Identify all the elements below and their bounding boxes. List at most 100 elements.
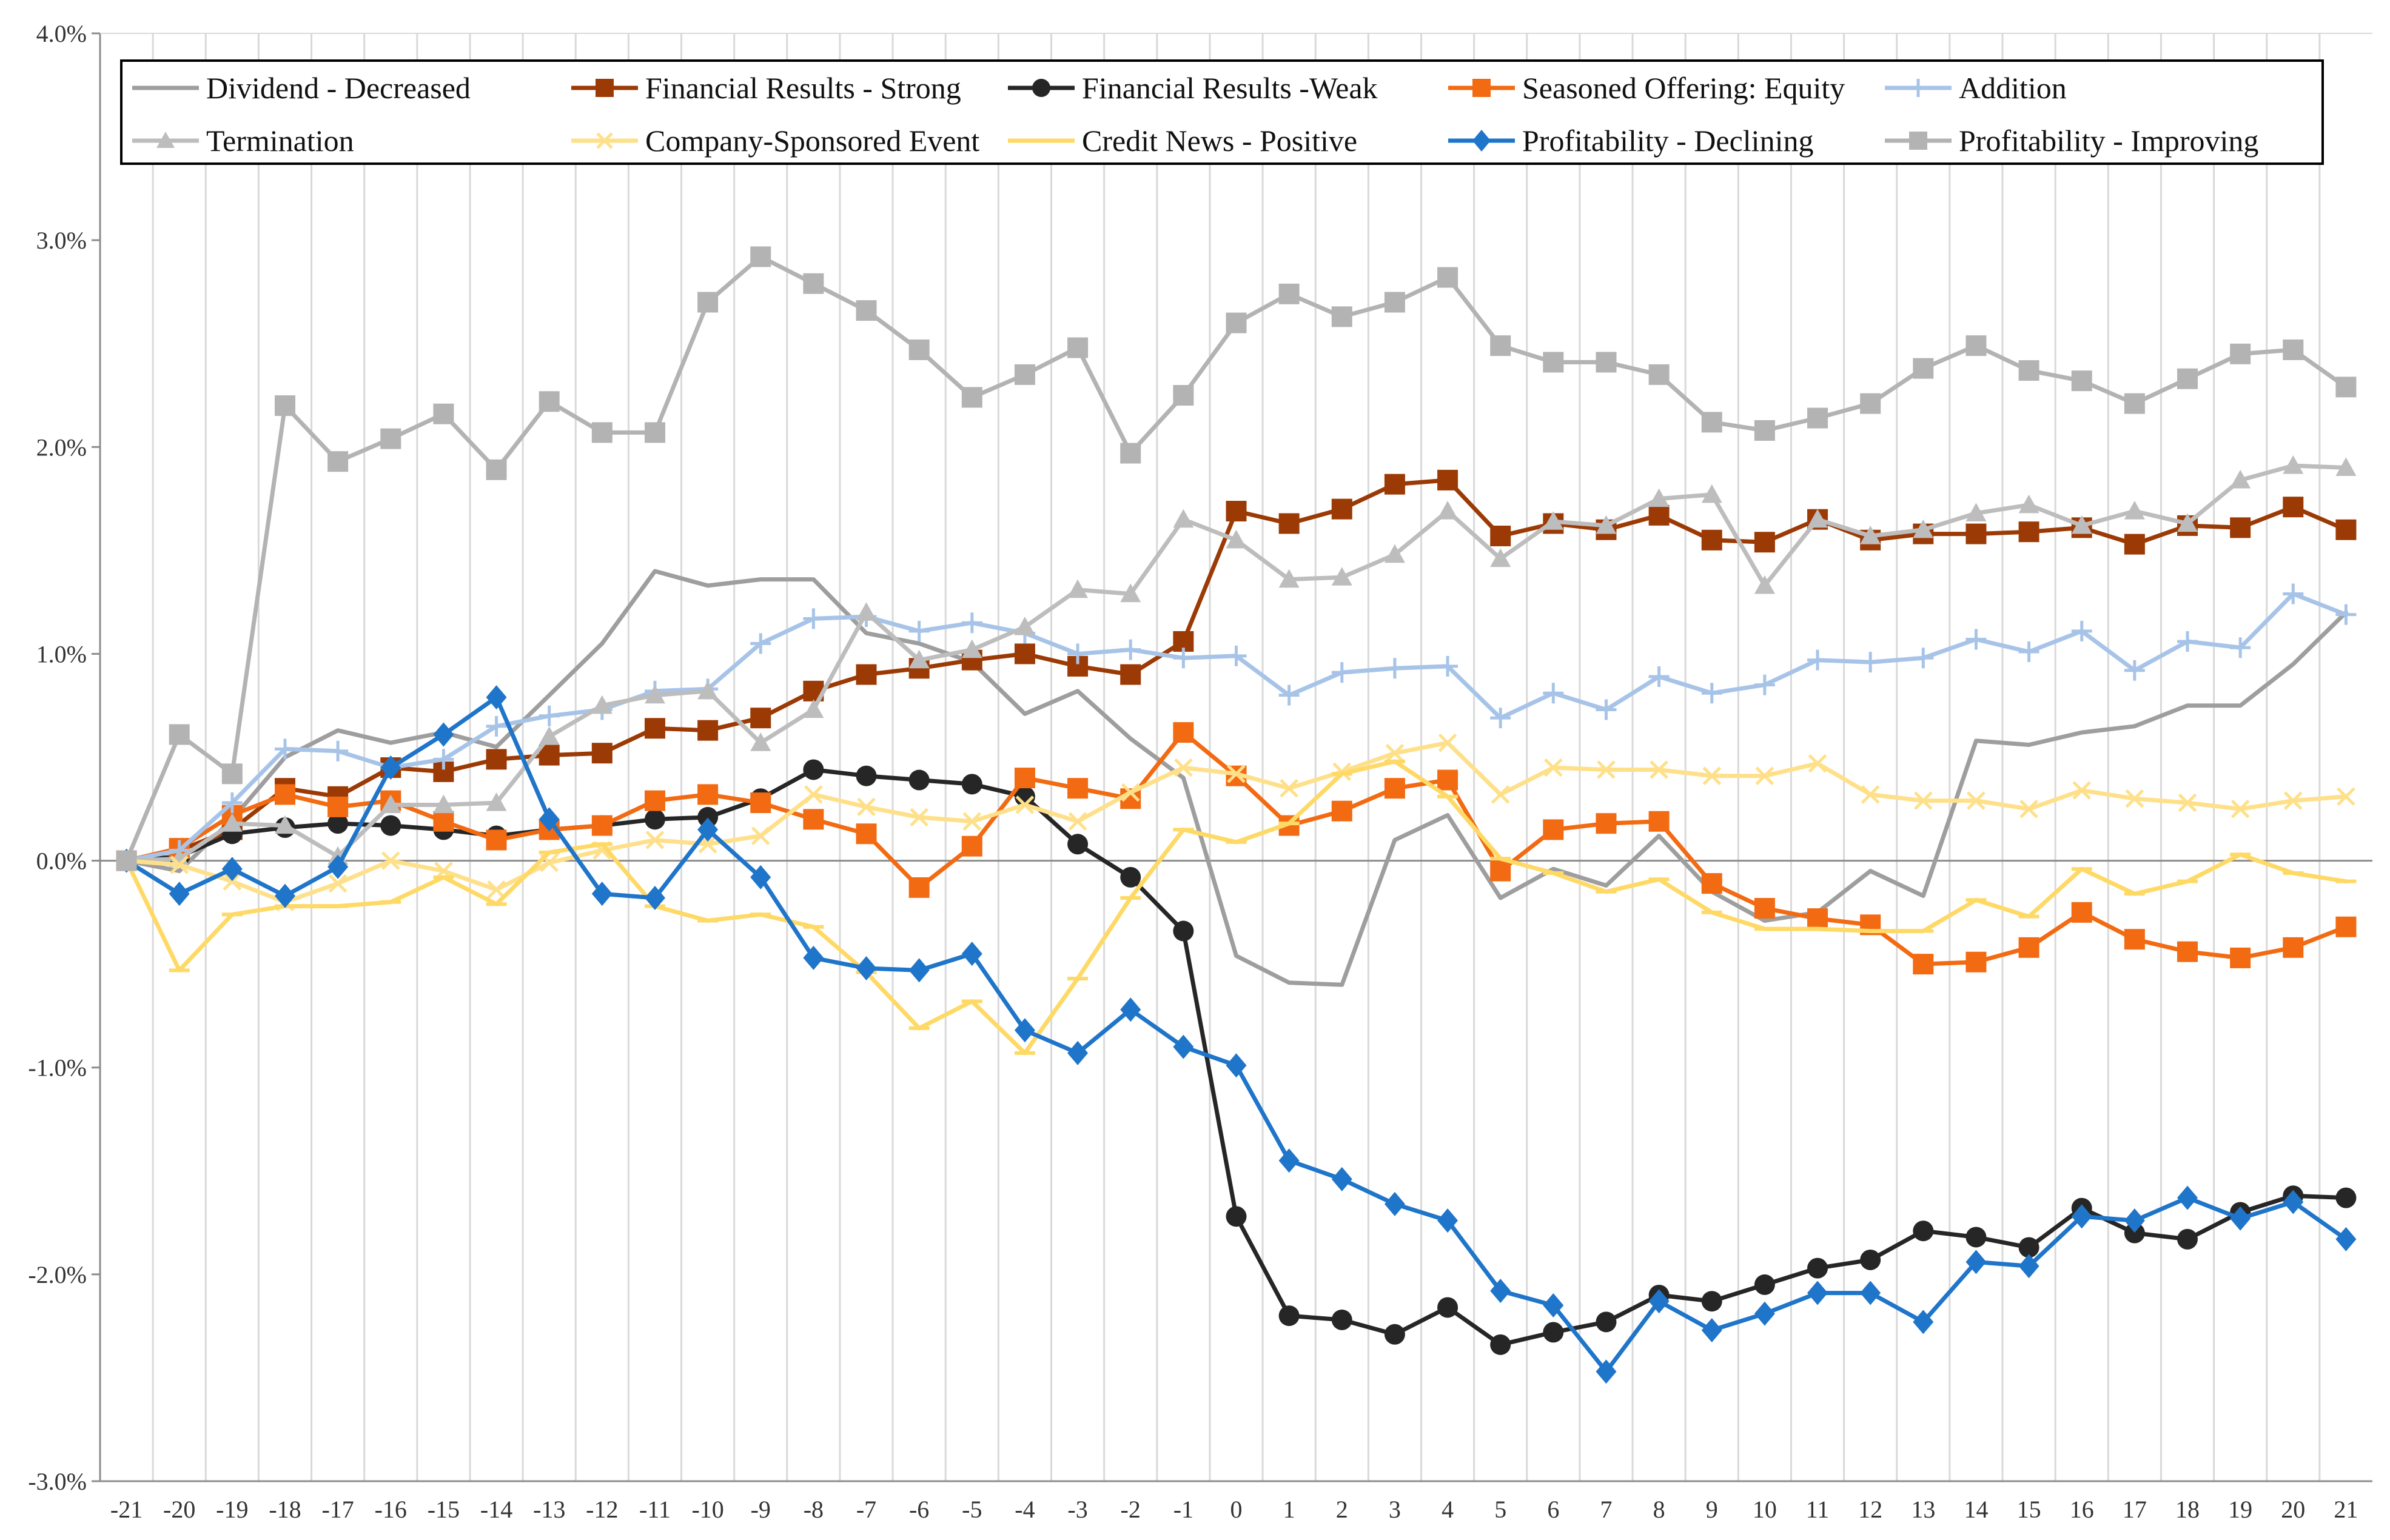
data-point xyxy=(1331,662,1352,683)
data-point xyxy=(1596,699,1617,720)
x-tick-label: 9 xyxy=(1706,1496,1718,1523)
data-point xyxy=(1437,1297,1459,1318)
data-point xyxy=(221,763,243,785)
data-point xyxy=(1490,525,1511,546)
data-point xyxy=(697,784,719,805)
data-point xyxy=(1965,503,1987,522)
data-point xyxy=(856,956,877,980)
data-point xyxy=(2335,1227,2357,1251)
legend-swatch-marker xyxy=(1909,132,1927,150)
data-point xyxy=(1278,685,1300,706)
data-point xyxy=(1014,768,1035,789)
data-point xyxy=(2072,781,2092,800)
data-point xyxy=(539,807,560,832)
data-point xyxy=(2283,1190,2304,1214)
x-tick-label: 12 xyxy=(1858,1496,1882,1523)
data-point xyxy=(2019,799,2038,819)
series-financial-results-strong xyxy=(116,469,2357,871)
data-point xyxy=(1384,544,1405,563)
y-tick-label: 1.0% xyxy=(36,640,87,668)
data-point xyxy=(1754,898,1775,919)
data-point xyxy=(2071,1204,2092,1229)
data-point xyxy=(2335,604,2357,625)
data-point xyxy=(1331,498,1352,520)
data-point xyxy=(1701,529,1722,551)
data-point xyxy=(961,942,982,966)
data-point xyxy=(750,246,771,267)
data-point xyxy=(697,292,719,313)
data-point xyxy=(1067,337,1089,358)
data-point xyxy=(1173,758,1193,777)
data-point xyxy=(1278,513,1300,534)
data-point xyxy=(328,874,347,893)
data-point xyxy=(1965,629,1987,650)
data-point xyxy=(1596,352,1617,373)
data-point xyxy=(908,877,930,898)
data-point xyxy=(169,848,190,867)
data-point xyxy=(1648,811,1670,832)
data-point xyxy=(2178,793,2197,812)
x-tick-label: -12 xyxy=(586,1496,618,1523)
data-point xyxy=(591,815,613,836)
data-point xyxy=(750,732,771,751)
series-line xyxy=(124,569,2348,987)
legend: Dividend - Decreased Financial Results - … xyxy=(120,59,2324,165)
data-point xyxy=(2125,789,2144,808)
x-tick-label: -20 xyxy=(163,1496,195,1523)
series-lines xyxy=(116,246,2357,1384)
data-point xyxy=(1173,509,1194,528)
data-point xyxy=(750,792,771,814)
legend-label: Profitability - Declining xyxy=(1522,124,1813,158)
x-tick-label: 6 xyxy=(1547,1496,1559,1523)
data-point xyxy=(1543,1293,1564,1318)
x-tick-label: 11 xyxy=(1806,1496,1830,1523)
x-tick-label: -9 xyxy=(751,1496,771,1523)
data-point xyxy=(644,422,665,443)
legend-entry: Seasoned Offering: Equity xyxy=(1448,71,1845,105)
data-point xyxy=(1384,658,1405,679)
data-point xyxy=(2337,787,2355,806)
data-point xyxy=(274,738,295,760)
data-point xyxy=(1068,812,1087,831)
data-point xyxy=(169,724,190,745)
data-point xyxy=(274,395,295,417)
data-point xyxy=(2124,501,2145,520)
data-point xyxy=(856,664,877,685)
data-point xyxy=(487,880,506,899)
data-point xyxy=(644,885,665,910)
data-point xyxy=(2124,534,2145,555)
x-tick-label: -16 xyxy=(375,1496,407,1523)
data-point xyxy=(1120,443,1141,464)
data-point xyxy=(750,865,771,889)
series-seasoned-offering-equity xyxy=(116,722,2357,975)
data-point xyxy=(1490,548,1511,567)
x-tick-label: 10 xyxy=(1753,1496,1777,1523)
data-point xyxy=(1543,758,1563,777)
data-point xyxy=(2177,631,2198,652)
data-point xyxy=(539,705,560,726)
data-point xyxy=(380,428,401,449)
data-point xyxy=(2018,360,2039,381)
data-point xyxy=(2124,393,2145,414)
data-point xyxy=(1278,1305,1300,1327)
data-point xyxy=(1014,1018,1035,1043)
data-point xyxy=(1490,708,1511,729)
x-tick-label: 0 xyxy=(1230,1496,1243,1523)
data-point xyxy=(1437,501,1459,520)
data-point xyxy=(1543,819,1564,840)
data-point xyxy=(1807,1257,1828,1279)
x-tick-label: 13 xyxy=(1911,1496,1935,1523)
series-dividend-decreased xyxy=(124,569,2348,987)
x-tick-label: 7 xyxy=(1600,1496,1612,1523)
data-point xyxy=(1437,655,1459,677)
data-point xyxy=(1014,617,1035,635)
vertical-gridlines xyxy=(152,33,2321,1481)
legend-label: Financial Results -Weak xyxy=(1082,71,1378,105)
data-point xyxy=(2283,455,2304,474)
data-point xyxy=(2124,929,2145,950)
legend-label: Termination xyxy=(206,124,354,158)
data-point xyxy=(1543,352,1564,373)
y-tick-label: -1.0% xyxy=(28,1054,87,1082)
data-point xyxy=(856,765,877,786)
data-point xyxy=(1067,579,1089,598)
